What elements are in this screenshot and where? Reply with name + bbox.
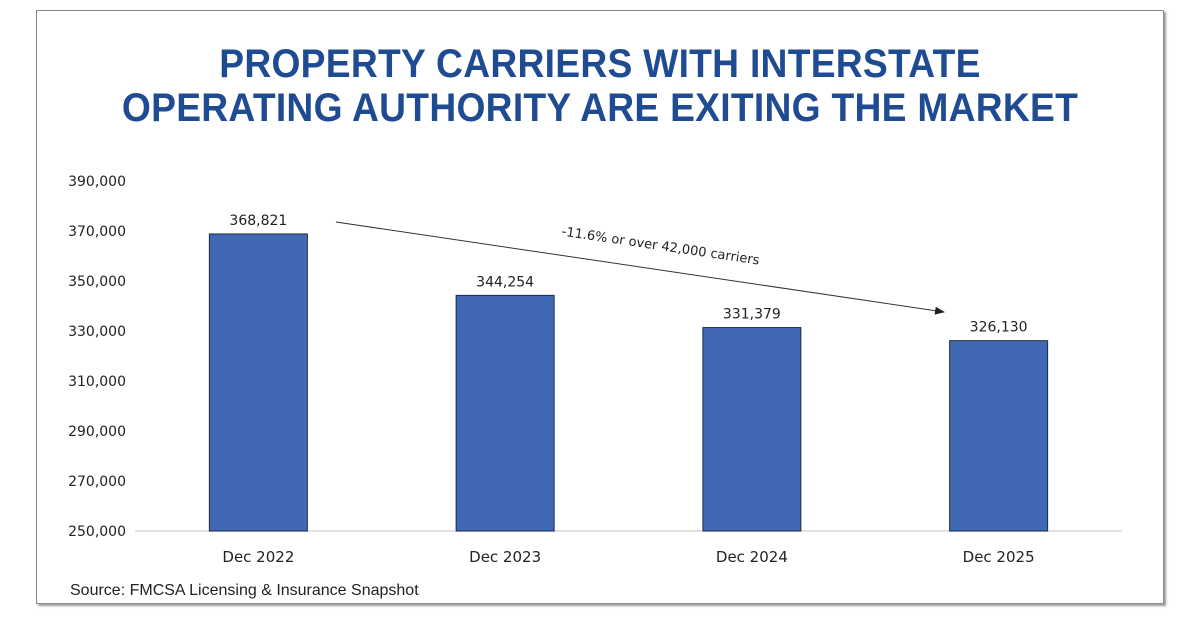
bar <box>208 233 308 532</box>
bar <box>455 294 555 532</box>
y-tick-label: 270,000 <box>68 474 126 490</box>
y-tick-label: 390,000 <box>68 174 126 190</box>
x-tick-label: Dec 2022 <box>222 548 294 566</box>
source-note: Source: FMCSA Licensing & Insurance Snap… <box>70 582 419 599</box>
y-tick-label: 350,000 <box>68 274 126 290</box>
bar <box>702 327 802 532</box>
data-label: 368,821 <box>229 213 287 229</box>
data-label: 326,130 <box>970 320 1028 336</box>
chart-title-line-2: OPERATING AUTHORITY ARE EXITING THE MARK… <box>121 86 1079 130</box>
y-tick-label: 310,000 <box>68 374 126 390</box>
bar <box>949 340 1049 532</box>
trend-annotation: -11.6% or over 42,000 carriers <box>561 225 761 269</box>
x-tick-label: Dec 2025 <box>963 548 1035 566</box>
x-tick-label: Dec 2023 <box>469 548 541 566</box>
x-tick-label: Dec 2024 <box>716 548 788 566</box>
chart-title: PROPERTY CARRIERS WITH INTERSTATE OPERAT… <box>36 42 1164 130</box>
trend-arrow <box>335 221 945 315</box>
data-label: 331,379 <box>723 307 781 323</box>
y-tick-label: 370,000 <box>68 224 126 240</box>
data-label: 344,254 <box>476 274 534 290</box>
y-tick-label: 330,000 <box>68 324 126 340</box>
chart-title-line-1: PROPERTY CARRIERS WITH INTERSTATE <box>219 42 981 86</box>
y-tick-label: 250,000 <box>68 524 126 540</box>
y-tick-label: 290,000 <box>68 424 126 440</box>
